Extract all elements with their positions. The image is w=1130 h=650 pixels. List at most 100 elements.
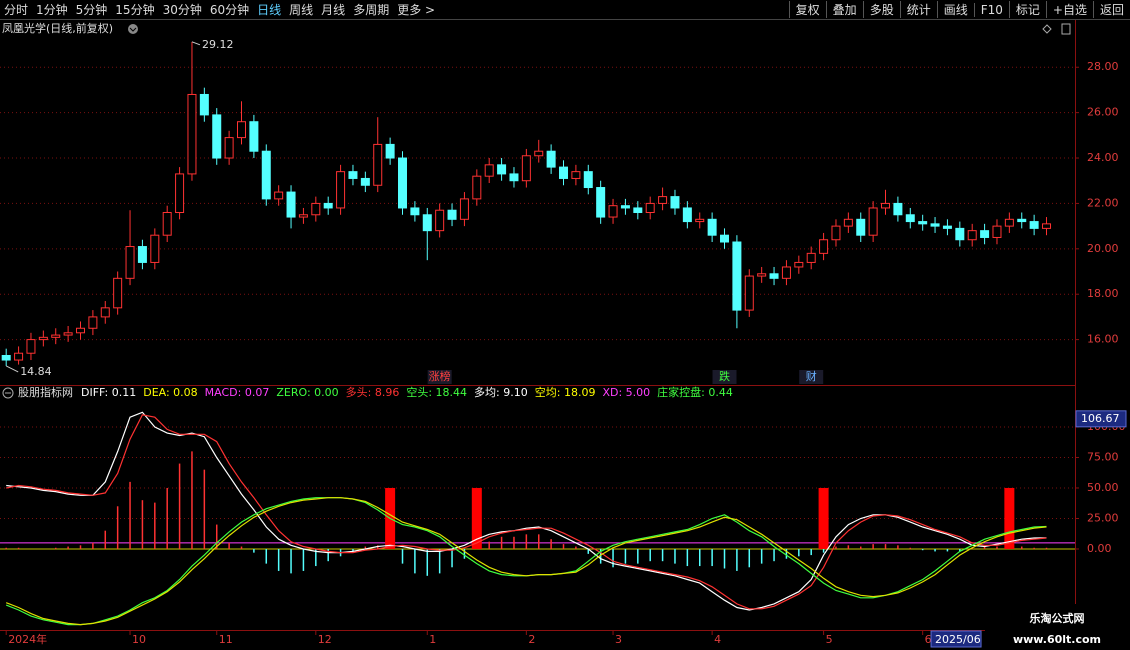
candle-body bbox=[781, 266, 791, 279]
candle-body bbox=[360, 177, 370, 186]
x-tick-label: 10 bbox=[132, 633, 146, 646]
event-box bbox=[427, 370, 452, 384]
candle-body bbox=[175, 173, 185, 213]
candle-body bbox=[918, 221, 928, 225]
candle-body bbox=[942, 225, 952, 229]
candle-body bbox=[571, 171, 581, 179]
cursor-value: 106.67 bbox=[1081, 412, 1120, 425]
period-tab[interactable]: 分时 bbox=[4, 3, 29, 17]
y-tick-label: 20.00 bbox=[1087, 242, 1119, 255]
candle-body bbox=[893, 202, 903, 216]
candle-body bbox=[199, 93, 209, 116]
tool-button[interactable]: F10 bbox=[973, 2, 1009, 17]
period-tab[interactable]: 多周期 bbox=[353, 3, 390, 17]
candle-body bbox=[286, 191, 296, 218]
candle-body bbox=[26, 339, 36, 354]
candle-body bbox=[100, 307, 110, 318]
y-tick-label: 75.00 bbox=[1087, 450, 1119, 463]
event-label: 跌 bbox=[719, 369, 730, 383]
indicator-value: ZERO: 0.00 bbox=[276, 386, 338, 399]
candle-body bbox=[720, 234, 730, 243]
indicator-line bbox=[6, 411, 1047, 611]
tool-button[interactable]: 统计 bbox=[899, 1, 937, 18]
dropdown-icon[interactable] bbox=[128, 24, 138, 34]
candle-body bbox=[1017, 218, 1027, 223]
candle-body bbox=[794, 261, 804, 268]
panel-icon[interactable] bbox=[1061, 23, 1071, 35]
candle-body bbox=[249, 121, 259, 152]
period-tab[interactable]: 月线 bbox=[321, 3, 346, 17]
collapse-icon[interactable] bbox=[2, 387, 14, 399]
candle-body bbox=[385, 143, 395, 159]
candle-body bbox=[422, 214, 432, 232]
candle-body bbox=[88, 316, 98, 329]
candle-body bbox=[373, 143, 383, 186]
period-tab[interactable]: 周线 bbox=[289, 3, 314, 17]
candle-body bbox=[447, 209, 457, 220]
cursor-date-box bbox=[930, 630, 982, 648]
signal-bar bbox=[818, 487, 829, 549]
y-tick-label: 26.00 bbox=[1087, 106, 1119, 119]
watermark-url: www.60lt.com bbox=[1013, 633, 1101, 646]
tool-button[interactable]: 多股 bbox=[862, 1, 900, 18]
event-box bbox=[712, 370, 737, 384]
tool-button[interactable]: +自选 bbox=[1045, 1, 1093, 18]
candle-body bbox=[1029, 221, 1039, 229]
candle-body bbox=[509, 173, 519, 182]
period-tab[interactable]: 更多 > bbox=[397, 3, 436, 17]
candle-body bbox=[645, 202, 655, 213]
candle-body bbox=[682, 207, 692, 223]
period-tabs: 分时 1分钟 5分钟 15分钟 30分钟 60分钟 日线 周线 月线 多周期 更多 > bbox=[0, 0, 439, 19]
tool-button[interactable]: 画线 bbox=[936, 1, 974, 18]
period-tab[interactable]: 30分钟 bbox=[162, 3, 202, 17]
tool-button[interactable]: 返回 bbox=[1092, 1, 1130, 18]
candle-body bbox=[348, 171, 358, 179]
candle-body bbox=[76, 327, 86, 334]
candle-body bbox=[559, 166, 569, 179]
candle-body bbox=[905, 214, 915, 223]
indicator-value: DIFF: 0.11 bbox=[81, 386, 136, 399]
tool-button[interactable]: 复权 bbox=[788, 1, 826, 18]
tool-button[interactable]: 标记 bbox=[1008, 1, 1046, 18]
period-tab[interactable]: 5分钟 bbox=[75, 3, 108, 17]
candle-body bbox=[868, 207, 878, 236]
candle-body bbox=[843, 218, 853, 227]
x-tick-label: 12 bbox=[318, 633, 332, 646]
signal-bar bbox=[1004, 487, 1015, 549]
candle-body bbox=[769, 273, 779, 279]
stock-title: 凤凰光学(日线,前复权) bbox=[2, 21, 113, 35]
candle-body bbox=[162, 212, 172, 236]
period-tab[interactable]: 15分钟 bbox=[115, 3, 155, 17]
period-tab[interactable]: 60分钟 bbox=[209, 3, 250, 17]
x-tick-label: 1 bbox=[429, 633, 436, 646]
candle-body bbox=[1042, 223, 1052, 229]
event-label: 财 bbox=[806, 369, 817, 383]
cursor-date: 2025/06 bbox=[935, 633, 981, 646]
candle-body bbox=[125, 246, 135, 279]
candle-body bbox=[224, 137, 234, 159]
indicator-value: 空头: 18.44 bbox=[406, 385, 467, 399]
annotation-arrow bbox=[5, 365, 19, 373]
tool-buttons: 复权 叠加 多股 统计 画线 F10 标记 +自选 返回 bbox=[788, 0, 1130, 19]
y-tick-label: 0.00 bbox=[1087, 542, 1112, 555]
candle-body bbox=[212, 114, 222, 159]
x-tick-label: 11 bbox=[219, 633, 233, 646]
indicator-value: MACD: 0.07 bbox=[205, 386, 270, 399]
high-label: 29.12 bbox=[202, 38, 234, 51]
period-tab[interactable]: 1分钟 bbox=[36, 3, 68, 17]
indicator-value: 多头: 8.96 bbox=[346, 385, 400, 399]
candle-body bbox=[980, 230, 990, 238]
candle-body bbox=[1004, 218, 1014, 227]
indicator-line bbox=[5, 497, 1047, 626]
diamond-icon[interactable] bbox=[1042, 24, 1052, 34]
candle-body bbox=[620, 205, 630, 209]
candle-body bbox=[484, 164, 494, 177]
candle-body bbox=[831, 225, 841, 241]
period-tab[interactable]: 日线 bbox=[257, 3, 282, 17]
x-tick-label: 6 bbox=[925, 633, 932, 646]
tool-button[interactable]: 叠加 bbox=[825, 1, 863, 18]
low-label: 14.84 bbox=[20, 365, 52, 378]
watermark-title: 乐淘公式网 bbox=[1030, 611, 1085, 625]
candle-body bbox=[707, 218, 717, 236]
dropdown-arrow bbox=[129, 27, 137, 32]
